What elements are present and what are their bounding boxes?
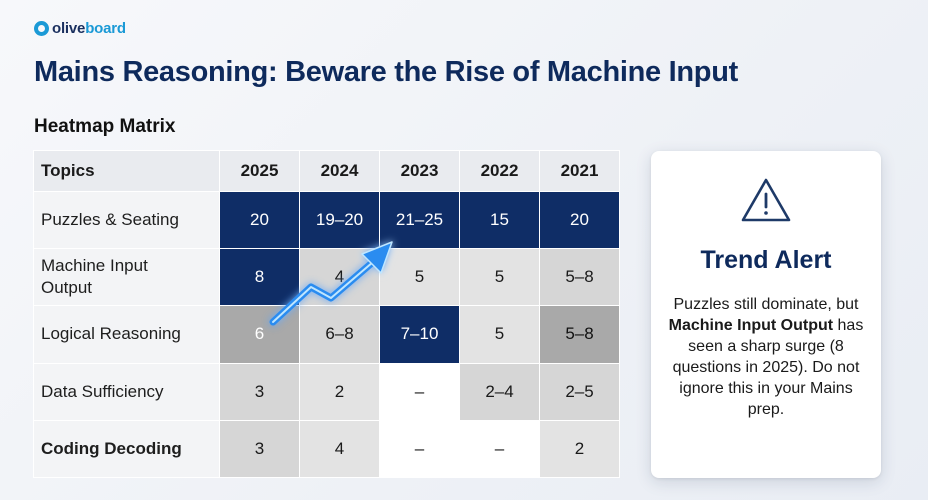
heatmap-cell: 8	[219, 248, 300, 307]
heatmap-cell: 2–4	[459, 362, 540, 421]
heatmap-cell: 19–20	[299, 190, 380, 250]
heatmap-cell: –	[459, 419, 540, 479]
column-header: 2022	[459, 150, 540, 192]
brand-logo: oliveboard	[34, 20, 126, 37]
heatmap-cell: 7–10	[379, 305, 460, 364]
heatmap-cell: 5	[459, 248, 540, 307]
row-topic: Coding Decoding	[33, 419, 220, 479]
row-topic: Data Sufficiency	[33, 362, 220, 421]
heatmap-cell: –	[379, 419, 460, 479]
page-title: Mains Reasoning: Beware the Rise of Mach…	[34, 56, 738, 88]
table-row: Machine Input Output 8 4 5 5 5–8	[33, 248, 620, 307]
row-topic: Machine Input Output	[33, 248, 220, 307]
alert-text: Puzzles still dominate, but Machine Inpu…	[668, 296, 864, 418]
heatmap-cell: 20	[219, 190, 300, 250]
heatmap-cell: 3	[219, 362, 300, 421]
heatmap-cell: 5–8	[539, 305, 620, 364]
heatmap-cell: 2	[299, 362, 380, 421]
heatmap-cell: 3	[219, 419, 300, 479]
heatmap-table: Topics 2025 2024 2023 2022 2021 Puzzles …	[33, 150, 620, 479]
heatmap-matrix: Topics 2025 2024 2023 2022 2021 Puzzles …	[33, 150, 620, 479]
column-header: 2025	[219, 150, 300, 192]
row-topic: Puzzles & Seating	[33, 190, 220, 250]
column-header: Topics	[33, 150, 220, 192]
heatmap-cell: 5	[379, 248, 460, 307]
warning-triangle-icon	[741, 178, 791, 222]
table-header-row: Topics 2025 2024 2023 2022 2021	[33, 150, 620, 192]
heatmap-cell: 6–8	[299, 305, 380, 364]
brand-logo-icon	[34, 21, 49, 36]
column-header: 2023	[379, 150, 460, 192]
brand-name: oliveboard	[52, 20, 126, 37]
column-header: 2024	[299, 150, 380, 192]
alert-title: Trend Alert	[700, 246, 832, 274]
heatmap-cell: 5	[459, 305, 540, 364]
row-topic: Logical Reasoning	[33, 305, 220, 364]
heatmap-cell: 4	[299, 248, 380, 307]
matrix-subtitle: Heatmap Matrix	[34, 116, 176, 137]
table-row: Logical Reasoning 6 6–8 7–10 5 5–8	[33, 305, 620, 364]
heatmap-cell: 6	[219, 305, 300, 364]
column-header: 2021	[539, 150, 620, 192]
heatmap-cell: 15	[459, 190, 540, 250]
table-row: Data Sufficiency 3 2 – 2–4 2–5	[33, 362, 620, 421]
heatmap-cell: 20	[539, 190, 620, 250]
table-row: Coding Decoding 3 4 – – 2	[33, 419, 620, 479]
heatmap-cell: 2	[539, 419, 620, 479]
heatmap-cell: 5–8	[539, 248, 620, 307]
heatmap-cell: 21–25	[379, 190, 460, 250]
trend-alert-card: Trend Alert Puzzles still dominate, but …	[651, 151, 881, 478]
heatmap-cell: 4	[299, 419, 380, 479]
table-row: Puzzles & Seating 20 19–20 21–25 15 20	[33, 190, 620, 250]
heatmap-cell: 2–5	[539, 362, 620, 421]
heatmap-cell: –	[379, 362, 460, 421]
